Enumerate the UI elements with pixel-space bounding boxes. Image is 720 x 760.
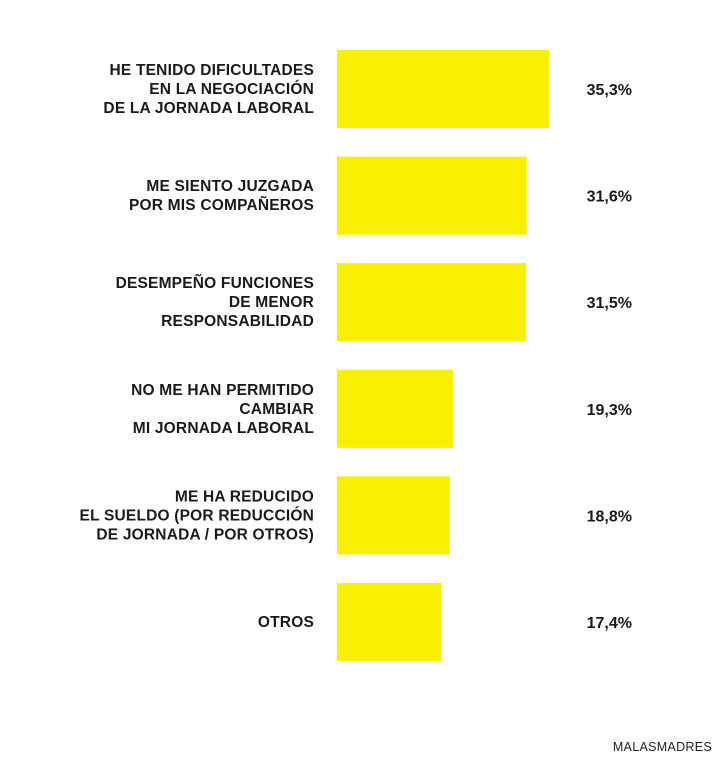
category-label-0: HE TENIDO DIFICULTADES EN LA NEGOCIACIÓN D… bbox=[103, 62, 314, 117]
category-label-line: MI JORNADA LABORAL bbox=[133, 420, 314, 437]
value-label-4: 18,8% bbox=[587, 508, 632, 525]
value-label-1: 31,6% bbox=[587, 189, 632, 206]
category-label-line: EN LA NEGOCIACIÓN bbox=[149, 80, 314, 98]
category-label-4: ME HA REDUCIDO EL SUELDO (POR REDUCCIÓN DE… bbox=[80, 488, 314, 543]
category-label-line: NO ME HAN PERMITIDO bbox=[131, 382, 314, 399]
category-label-line: POR MIS COMPAÑEROS bbox=[129, 196, 314, 214]
bar-5 bbox=[337, 583, 442, 661]
category-label-line: HE TENIDO DIFICULTADES bbox=[110, 62, 314, 79]
category-label-3: NO ME HAN PERMITIDO CAMBIAR MI JORNADA LAB… bbox=[131, 382, 314, 437]
category-label-line: DE JORNADA / POR OTROS) bbox=[96, 526, 314, 543]
bar-4 bbox=[337, 476, 450, 555]
category-label-1: ME SIENTO JUZGADA POR MIS COMPAÑEROS bbox=[129, 178, 314, 214]
category-label-line: RESPONSABILIDAD bbox=[161, 313, 314, 330]
bar-3 bbox=[337, 369, 453, 448]
category-label-line: EL SUELDO (POR REDUCCIÓN bbox=[80, 506, 314, 524]
category-label-5: OTROS bbox=[258, 614, 314, 631]
source-label: MALASMADRES bbox=[612, 740, 712, 754]
category-label-2: DESEMPEÑO FUNCIONES DE MENOR RESPONSABILID… bbox=[116, 274, 314, 330]
bar-2 bbox=[337, 263, 527, 342]
value-label-3: 19,3% bbox=[587, 402, 632, 419]
category-label-line: DESEMPEÑO FUNCIONES bbox=[116, 274, 314, 292]
category-label-line: OTROS bbox=[258, 614, 314, 631]
category-label-line: DE MENOR bbox=[229, 294, 314, 311]
category-label-line: CAMBIAR bbox=[239, 401, 314, 418]
value-label-5: 17,4% bbox=[587, 615, 632, 632]
category-label-line: DE LA JORNADA LABORAL bbox=[103, 100, 314, 117]
bar-1 bbox=[337, 156, 527, 235]
category-label-line: ME SIENTO JUZGADA bbox=[146, 178, 314, 195]
category-label-line: ME HA REDUCIDO bbox=[175, 488, 314, 505]
value-label-2: 31,5% bbox=[587, 295, 632, 312]
bar-0 bbox=[337, 50, 549, 128]
value-label-0: 35,3% bbox=[587, 82, 632, 99]
